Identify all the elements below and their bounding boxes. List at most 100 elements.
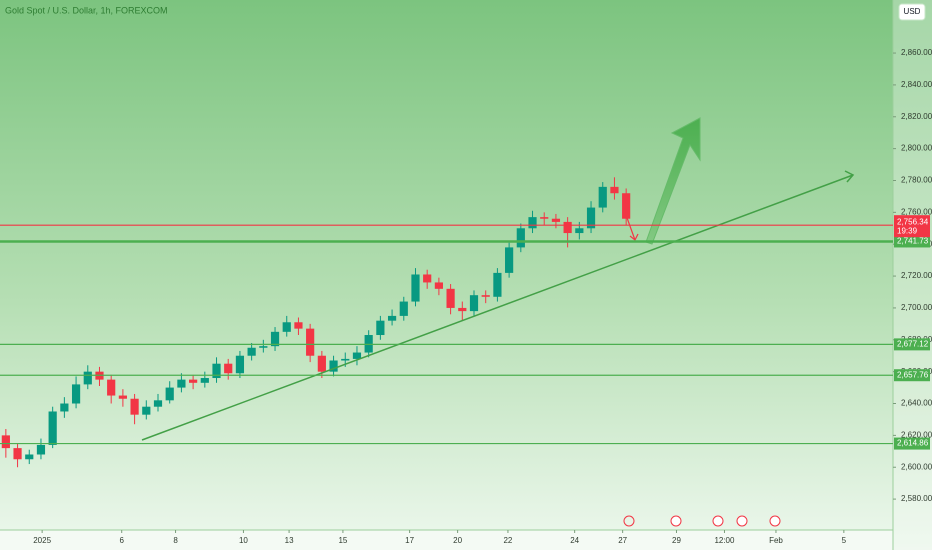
event-icon[interactable] (712, 515, 724, 527)
candle-body (165, 387, 174, 401)
candle-body (189, 379, 198, 383)
event-icon[interactable] (769, 515, 781, 527)
candle-body (294, 322, 303, 329)
candle-body (1, 435, 10, 449)
candle-body (71, 384, 81, 404)
candle-body (352, 352, 362, 359)
candle-body (469, 295, 479, 312)
candle-body (83, 371, 92, 385)
x-tick-label: 17 (405, 536, 414, 545)
y-tick-label: 2,780.00 (901, 176, 932, 185)
x-tick-label: 22 (503, 536, 512, 545)
candle-body (200, 378, 209, 383)
price-axis-bg (893, 0, 932, 550)
x-tick-label: 10 (239, 536, 248, 545)
level-label-box (894, 437, 930, 450)
candle-body (282, 322, 291, 332)
drop-arrow (625, 214, 636, 241)
x-tick-label: 8 (173, 536, 178, 545)
y-tick-label: 2,700.00 (901, 303, 932, 312)
y-tick-label: 2,720.00 (901, 271, 932, 280)
event-icon[interactable] (623, 515, 635, 527)
level-label: 2,614.86 (897, 439, 929, 448)
candle-body (446, 288, 455, 308)
candle-body (376, 320, 385, 336)
countdown-label: 19:39 (897, 226, 918, 235)
plot (1, 177, 631, 468)
candle-body (25, 454, 34, 460)
candle-body (423, 274, 432, 283)
candle-body (177, 379, 186, 388)
candle-body (235, 355, 245, 374)
candle-body (528, 217, 537, 229)
candle-body (586, 207, 596, 229)
candle-body (434, 282, 443, 289)
y-tick-label: 2,820.00 (901, 112, 932, 121)
y-tick-label: 2,760.00 (901, 207, 932, 216)
candle-body (317, 355, 326, 372)
level-label-box (894, 235, 930, 248)
candle-body (118, 395, 127, 399)
candle-body (270, 331, 280, 347)
trend-line (141, 174, 854, 441)
time-axis-bg (0, 530, 893, 550)
level-label-box (894, 369, 930, 382)
candle-body (481, 295, 490, 297)
candle-body (540, 217, 549, 219)
candle-body (598, 186, 607, 208)
candle-body (411, 274, 420, 302)
candle-body (247, 347, 256, 356)
event-icon[interactable] (736, 515, 748, 527)
candle-body (563, 221, 572, 234)
level-label: 2,657.76 (897, 370, 929, 379)
x-tick-label: 15 (338, 536, 347, 545)
level-label-box (894, 338, 930, 351)
level-label: 2,677.12 (897, 339, 929, 348)
x-tick-label: 24 (570, 536, 579, 545)
x-tick-label: 5 (842, 536, 847, 545)
x-tick-label: 13 (285, 536, 294, 545)
candle-body (153, 400, 163, 407)
candle-body (364, 335, 373, 353)
y-tick-label: 2,600.00 (901, 462, 932, 471)
y-tick-label: 2,640.00 (901, 399, 932, 408)
x-tick-label: 20 (453, 536, 462, 545)
candle-body (60, 403, 69, 412)
x-tick-label: 12:00 (714, 536, 735, 545)
y-tick-label: 2,860.00 (901, 48, 932, 57)
candle-body (575, 228, 584, 234)
level-label: 2,741.73 (897, 237, 929, 246)
candle-body (212, 363, 221, 379)
candle-body (329, 360, 338, 372)
candle-body (107, 379, 116, 396)
x-tick-label: 29 (672, 536, 681, 545)
candle-body (130, 398, 139, 415)
candle-body (516, 228, 525, 248)
candle-body (458, 307, 467, 312)
candle-body (493, 272, 502, 297)
event-icon[interactable] (670, 515, 682, 527)
currency-button[interactable] (898, 3, 926, 21)
drop-arrowhead (629, 233, 639, 241)
candle-body (610, 186, 619, 194)
currency-label: USD (904, 7, 921, 16)
candle-body (142, 406, 151, 415)
candle-body (622, 193, 631, 219)
candle-body (13, 448, 22, 460)
x-tick-label: 6 (119, 536, 124, 545)
x-tick-label: Feb (769, 536, 783, 545)
candle-body (36, 444, 46, 455)
candle-body (306, 328, 315, 356)
y-tick-label: 2,840.00 (901, 80, 932, 89)
y-tick-label: 2,800.00 (901, 144, 932, 153)
event-icons (623, 515, 781, 527)
candle-body (387, 315, 397, 321)
trend-arrowhead (844, 170, 855, 183)
y-tick-label: 2,620.00 (901, 430, 932, 439)
candle-body (259, 346, 268, 348)
candle-body (224, 363, 233, 374)
last-price-box (894, 216, 930, 238)
last-price-label: 2,756.34 (897, 217, 929, 226)
